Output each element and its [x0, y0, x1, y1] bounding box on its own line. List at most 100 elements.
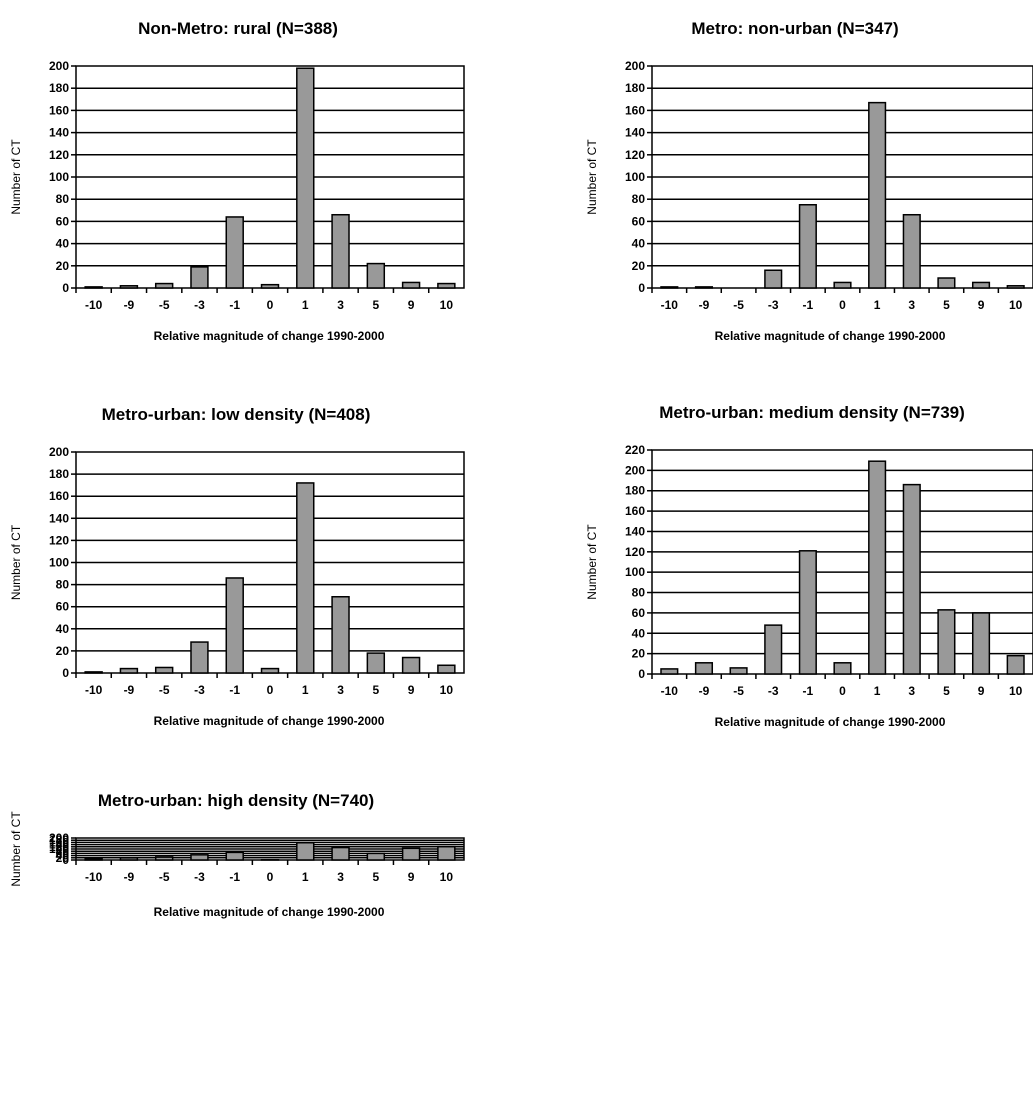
x-tick-label: 1 [874, 684, 881, 698]
x-tick-label: -9 [124, 298, 135, 312]
bar [729, 667, 748, 675]
y-tick-label: 160 [625, 103, 645, 117]
bar [437, 664, 456, 674]
y-tick-label: 100 [49, 556, 69, 570]
y-tick-label: 60 [56, 214, 70, 228]
y-tick-label: 140 [625, 524, 645, 538]
y-tick-label: 180 [625, 484, 645, 498]
chart-title: Metro-urban: medium density (N=739) [659, 403, 965, 422]
y-tick-label: 140 [49, 511, 69, 525]
x-tick-label: 3 [337, 298, 344, 312]
y-tick-label: 40 [56, 622, 70, 636]
bar [296, 67, 315, 289]
y-tick-label: 120 [625, 545, 645, 559]
x-tick-label: 1 [874, 298, 881, 312]
x-tick-label: 3 [908, 684, 915, 698]
x-axis-label: Relative magnitude of change 1990-2000 [154, 905, 385, 919]
y-tick-label: 200 [625, 463, 645, 477]
x-tick-label: 1 [302, 683, 309, 697]
x-tick-label: -9 [124, 870, 135, 884]
bar [119, 285, 139, 289]
x-tick-label: 10 [440, 298, 454, 312]
x-tick-label: -1 [229, 870, 240, 884]
x-tick-label: 9 [978, 684, 985, 698]
bar [798, 550, 817, 675]
y-axis-label: Number of CT [9, 811, 23, 887]
bar [225, 216, 244, 289]
x-tick-label: 5 [372, 870, 379, 884]
x-tick-label: -3 [768, 684, 779, 698]
bar [437, 282, 456, 289]
chart-2: Metro: non-urban (N=347)0204060801001201… [585, 19, 1033, 343]
y-tick-label: 20 [632, 647, 646, 661]
chart-title: Metro-urban: high density (N=740) [98, 791, 374, 810]
x-tick-label: -10 [85, 683, 103, 697]
x-axis-label: Relative magnitude of change 1990-2000 [715, 329, 946, 343]
x-tick-label: -5 [733, 684, 744, 698]
x-tick-label: 5 [372, 683, 379, 697]
bar [437, 845, 456, 861]
x-tick-label: -1 [803, 684, 814, 698]
y-tick-label: 80 [56, 578, 70, 592]
bar [331, 846, 350, 861]
y-tick-label: 80 [632, 586, 646, 600]
y-tick-label: 120 [625, 148, 645, 162]
bar [971, 281, 991, 289]
x-tick-label: 10 [1009, 684, 1023, 698]
x-tick-label: -10 [85, 298, 103, 312]
bar [902, 483, 921, 675]
x-tick-label: -10 [85, 870, 103, 884]
x-tick-label: 5 [372, 298, 379, 312]
bar [260, 667, 280, 674]
y-tick-label: 100 [49, 170, 69, 184]
y-tick-label: 180 [49, 467, 69, 481]
bar [401, 281, 421, 289]
x-tick-label: 1 [302, 870, 309, 884]
y-tick-label: 160 [625, 504, 645, 518]
y-axis-label: Number of CT [9, 139, 23, 215]
x-axis-label: Relative magnitude of change 1990-2000 [154, 329, 385, 343]
y-axis-label: Number of CT [585, 139, 599, 215]
bar [119, 667, 139, 674]
x-tick-label: 10 [440, 870, 454, 884]
x-axis-label: Relative magnitude of change 1990-2000 [154, 714, 385, 728]
chart-4: Metro-urban: medium density (N=739) 0 20 40… [585, 403, 1033, 729]
x-tick-label: 10 [1009, 298, 1023, 312]
y-tick-label: 20 [632, 259, 646, 273]
y-tick-label: 80 [56, 844, 70, 858]
y-tick-label: 60 [632, 214, 646, 228]
x-tick-label: -1 [229, 683, 240, 697]
x-tick-label: 1 [302, 298, 309, 312]
y-tick-label: 0 [62, 853, 69, 867]
bar [833, 281, 852, 289]
y-tick-label: 100 [49, 842, 69, 856]
bar [937, 277, 956, 289]
bar [331, 213, 350, 289]
y-tick-label: 0 [62, 666, 69, 680]
x-tick-label: 0 [839, 684, 846, 698]
y-tick-label: 40 [632, 626, 646, 640]
x-tick-label: -10 [661, 684, 679, 698]
y-tick-label: 140 [49, 838, 69, 852]
x-tick-label: -10 [661, 298, 679, 312]
y-tick-label: 200 [625, 59, 645, 73]
y-tick-label: 0 [638, 281, 645, 295]
chart-5: Metro-urban: high density (N=740)0204060… [9, 791, 465, 919]
x-tick-label: -3 [768, 298, 779, 312]
y-tick-label: 40 [56, 237, 70, 251]
x-tick-label: -1 [229, 298, 240, 312]
bar [366, 262, 386, 289]
x-tick-label: 3 [908, 298, 915, 312]
bar [401, 656, 421, 674]
x-tick-label: -3 [194, 298, 205, 312]
bar [937, 609, 956, 675]
y-tick-label: 20 [56, 851, 70, 865]
y-tick-label: 200 [49, 59, 69, 73]
bar [971, 612, 991, 675]
y-tick-label: 180 [625, 81, 645, 95]
x-tick-label: -5 [159, 870, 170, 884]
bar [833, 662, 852, 675]
x-tick-label: -5 [159, 298, 170, 312]
chart-1: Non-Metro: rural (N=388)0204060801001201… [9, 19, 465, 343]
